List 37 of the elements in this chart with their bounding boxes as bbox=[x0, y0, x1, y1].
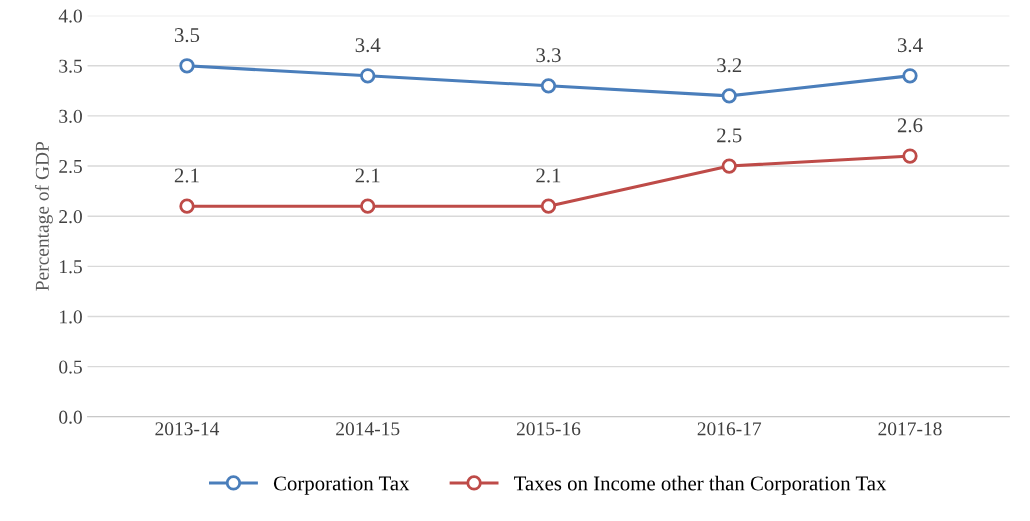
y-tick-label: 2.5 bbox=[59, 159, 82, 174]
data-label: 2.1 bbox=[536, 168, 561, 183]
y-tick-label: 4.0 bbox=[58, 9, 82, 23]
data-label: 3.4 bbox=[355, 38, 381, 53]
x-tick-label: 2017-18 bbox=[878, 422, 942, 436]
point bbox=[360, 198, 376, 214]
x-tick-label: 2013-14 bbox=[155, 422, 220, 436]
y-tick-label: 2.0 bbox=[59, 210, 82, 224]
x-tick-label: 2016-17 bbox=[697, 422, 762, 436]
y-tick-label: 1.5 bbox=[60, 260, 82, 274]
data-label: 2.1 bbox=[355, 168, 380, 183]
data-label: 2.1 bbox=[174, 168, 199, 183]
y-tick-label: 0.5 bbox=[59, 360, 82, 374]
point bbox=[540, 78, 557, 94]
point bbox=[179, 58, 195, 74]
point bbox=[360, 68, 376, 84]
point bbox=[540, 198, 557, 214]
point bbox=[721, 158, 737, 174]
y-tick-label: 1.0 bbox=[60, 310, 82, 324]
point bbox=[902, 68, 918, 84]
point bbox=[721, 88, 737, 104]
y-tick-label: 3.0 bbox=[59, 109, 82, 123]
data-label: 2.5 bbox=[717, 128, 742, 143]
legend-label: Taxes on Income other than Corporation Tax bbox=[514, 475, 887, 495]
data-label: 2.6 bbox=[897, 118, 923, 133]
data-label: 3.5 bbox=[174, 28, 200, 43]
y-axis-title: Percentage of GDP bbox=[34, 141, 53, 291]
legend-label: Corporation Tax bbox=[273, 476, 410, 495]
point bbox=[179, 198, 195, 214]
x-tick-label: 2015-16 bbox=[516, 422, 581, 436]
data-label: 3.2 bbox=[717, 58, 742, 73]
point bbox=[902, 148, 918, 164]
y-tick-label: 3.5 bbox=[59, 59, 82, 73]
data-label: 3.4 bbox=[897, 38, 923, 53]
data-label: 3.3 bbox=[536, 48, 561, 63]
y-tick-label: 0.0 bbox=[59, 410, 82, 424]
x-tick-label: 2014-15 bbox=[336, 422, 400, 436]
